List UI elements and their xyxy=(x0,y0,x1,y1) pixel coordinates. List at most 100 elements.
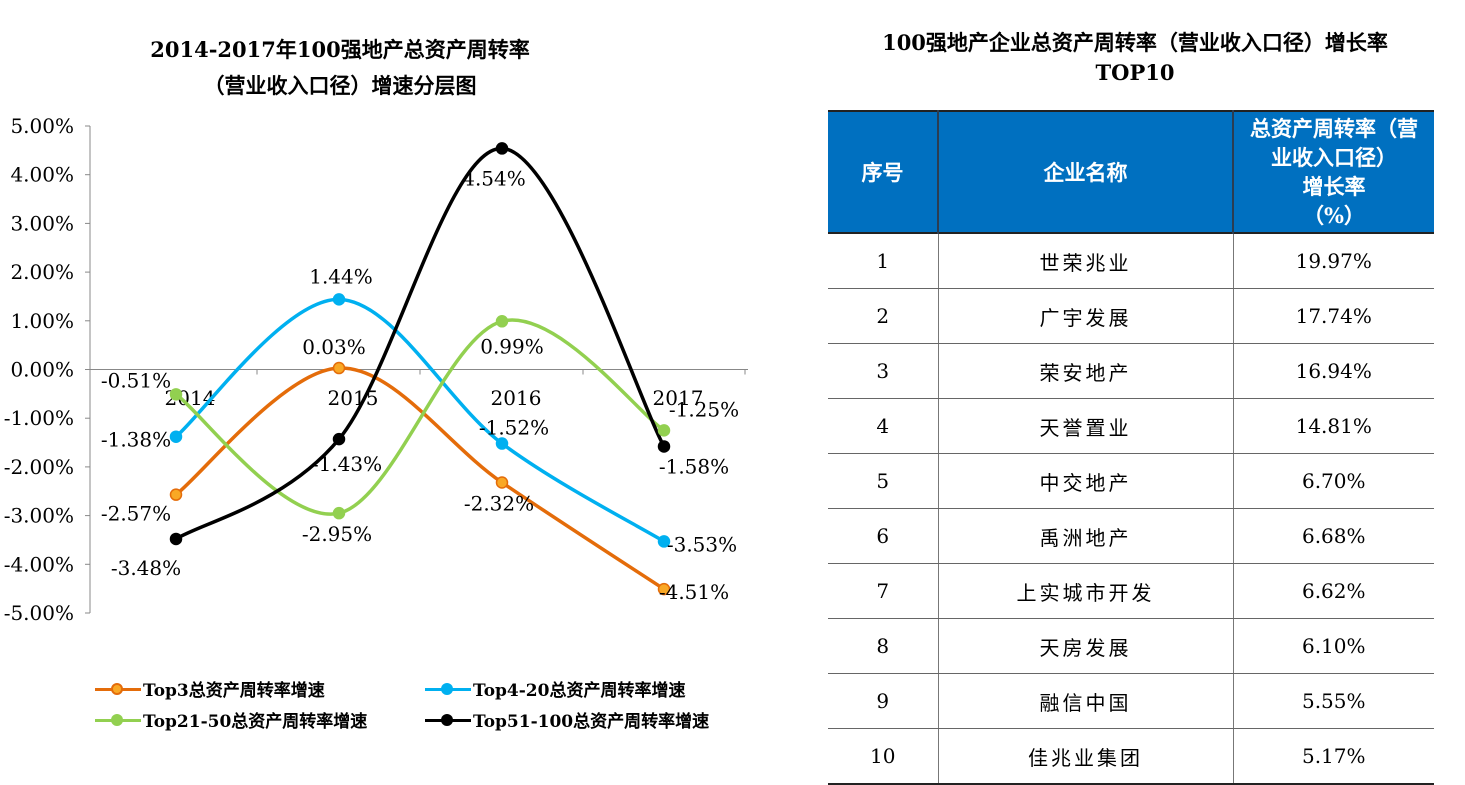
header-company-name: 企业名称 xyxy=(938,111,1234,233)
legend-item-top51-100: Top51-100总资产周转率增速 xyxy=(425,707,709,732)
line-chart: 5.00% 4.00% 3.00% 2.00% 1.00% 0.00% -1.00% -2.0… xyxy=(4,114,748,625)
cell-rank: 10 xyxy=(828,728,939,785)
header-rate-line-4: （%） xyxy=(1303,203,1365,228)
data-point-top4-20 xyxy=(657,535,671,548)
series-line-top21-50 xyxy=(174,318,665,516)
cell-rank: 6 xyxy=(828,508,939,564)
legend-swatch-top21-50 xyxy=(95,713,141,727)
cell-company-name: 天房发展 xyxy=(938,618,1234,674)
cell-growth-rate: 16.94% xyxy=(1233,343,1434,399)
cell-growth-rate: 6.10% xyxy=(1233,618,1434,674)
data-label-top51-100: -1.43% xyxy=(312,452,382,476)
series-line-top4-20 xyxy=(174,297,665,543)
x-tick-label: 2017 xyxy=(653,386,704,410)
data-label-top51-100: 4.54% xyxy=(462,166,526,190)
table-row: 8 天房发展 6.10% xyxy=(828,618,1434,674)
legend-swatch-top51-100 xyxy=(425,713,471,727)
data-label-top3: -4.51% xyxy=(659,580,729,604)
data-point-top51-100 xyxy=(495,142,509,155)
data-point-top4-20 xyxy=(332,293,346,306)
cell-rank: 2 xyxy=(828,288,939,344)
y-tick-label: -1.00% xyxy=(4,406,74,430)
table-row: 10 佳兆业集团 5.17% xyxy=(828,728,1434,785)
cell-company-name: 世荣兆业 xyxy=(938,233,1234,289)
y-tick-label: -2.00% xyxy=(4,455,74,479)
cell-company-name: 天誉置业 xyxy=(938,398,1234,454)
cell-growth-rate: 14.81% xyxy=(1233,398,1434,454)
x-tick-label: 2015 xyxy=(328,386,379,410)
cell-rank: 3 xyxy=(828,343,939,399)
table-row: 3 荣安地产 16.94% xyxy=(828,343,1434,399)
cell-company-name: 中交地产 xyxy=(938,453,1234,509)
chart-title-line-2: （营业收入口径）增速分层图 xyxy=(203,73,477,98)
cell-company-name: 融信中国 xyxy=(938,673,1234,729)
data-point-top21-50 xyxy=(657,424,671,437)
y-tick-label: -4.00% xyxy=(4,552,74,576)
data-label-top21-50: 0.99% xyxy=(480,334,544,358)
data-point-top51-100 xyxy=(169,532,183,546)
data-point-top21-50 xyxy=(169,388,183,401)
chart-title: 2014-2017年100强地产总资产周转率 （营业收入口径）增速分层图 xyxy=(90,32,590,104)
table-row: 7 上实城市开发 6.62% xyxy=(828,563,1434,619)
cell-rank: 1 xyxy=(828,233,939,289)
x-tick-label: 2016 xyxy=(491,386,542,410)
legend-item-top21-50: Top21-50总资产周转率增速 xyxy=(95,707,367,732)
data-label-top4-20: 1.44% xyxy=(309,264,373,288)
y-tick-label: -5.00% xyxy=(4,601,74,625)
table-row: 9 融信中国 5.55% xyxy=(828,673,1434,729)
data-label-top4-20: -1.38% xyxy=(101,428,171,452)
legend-label-top4-20: Top4-20总资产周转率增速 xyxy=(473,681,686,701)
y-tick-label: -3.00% xyxy=(4,504,74,528)
cell-company-name: 荣安地产 xyxy=(938,343,1234,399)
data-label-top51-100: -1.58% xyxy=(659,454,729,478)
legend-label-top51-100: Top51-100总资产周转率增速 xyxy=(473,712,710,732)
y-tick-label: 1.00% xyxy=(10,309,74,333)
data-point-top3 xyxy=(495,476,509,489)
legend-swatch-top3 xyxy=(95,682,141,696)
cell-growth-rate: 17.74% xyxy=(1233,288,1434,344)
data-label-top4-20: -1.52% xyxy=(479,416,549,440)
data-point-top3 xyxy=(657,582,671,596)
cell-growth-rate: 5.55% xyxy=(1233,673,1434,729)
legend-item-top4-20: Top4-20总资产周转率增速 xyxy=(425,676,685,701)
table-row: 1 世荣兆业 19.97% xyxy=(828,233,1434,289)
table-title-line-1: 100强地产企业总资产周转率（营业收入口径）增长率 xyxy=(882,30,1388,55)
data-point-top4-20 xyxy=(495,437,509,450)
data-point-top21-50 xyxy=(332,506,346,520)
data-point-top21-50 xyxy=(495,315,509,328)
series-line-top51-100 xyxy=(175,146,666,541)
y-tick-label: 3.00% xyxy=(10,211,74,235)
legend-swatch-top4-20 xyxy=(425,682,471,696)
table-row: 4 天誉置业 14.81% xyxy=(828,398,1434,454)
cell-rank: 8 xyxy=(828,618,939,674)
cell-rank: 4 xyxy=(828,398,939,454)
legend-label-top3: Top3总资产周转率增速 xyxy=(143,681,325,701)
data-label-top21-50: -1.25% xyxy=(669,397,739,421)
header-growth-rate: 总资产周转率（营 业收入口径） 增长率 （%） xyxy=(1233,111,1434,233)
header-rate-line-3: 增长率 xyxy=(1302,174,1366,199)
data-point-top51-100 xyxy=(657,440,671,453)
data-label-top21-50: -2.95% xyxy=(302,522,372,546)
table-row: 5 中交地产 6.70% xyxy=(828,453,1434,509)
cell-growth-rate: 6.70% xyxy=(1233,453,1434,509)
series-line-top3 xyxy=(174,366,665,591)
y-tick-label: 5.00% xyxy=(10,114,74,138)
header-rate-line-2: 业收入口径） xyxy=(1271,145,1397,170)
data-label-top21-50: -0.51% xyxy=(101,368,171,392)
data-point-top51-100 xyxy=(332,432,346,446)
cell-rank: 7 xyxy=(828,563,939,619)
cell-rank: 9 xyxy=(828,673,939,729)
legend-item-top3: Top3总资产周转率增速 xyxy=(95,676,325,701)
cell-growth-rate: 19.97% xyxy=(1233,233,1434,289)
data-label-top3: -2.57% xyxy=(101,502,171,526)
cell-rank: 5 xyxy=(828,453,939,509)
data-point-top3 xyxy=(169,488,183,501)
data-label-top4-20: -3.53% xyxy=(667,532,737,556)
data-label-top3: -2.32% xyxy=(464,491,534,515)
cell-company-name: 上实城市开发 xyxy=(938,563,1234,619)
top10-table: 序号 企业名称 总资产周转率（营 业收入口径） 增长率 （%） 1 世荣兆业 1… xyxy=(828,110,1434,785)
chart-title-line-1: 2014-2017年100强地产总资产周转率 xyxy=(150,37,530,62)
table-title-line-2: TOP10 xyxy=(1095,60,1175,85)
data-point-top3 xyxy=(332,361,346,375)
y-tick-label: 0.00% xyxy=(10,358,74,382)
